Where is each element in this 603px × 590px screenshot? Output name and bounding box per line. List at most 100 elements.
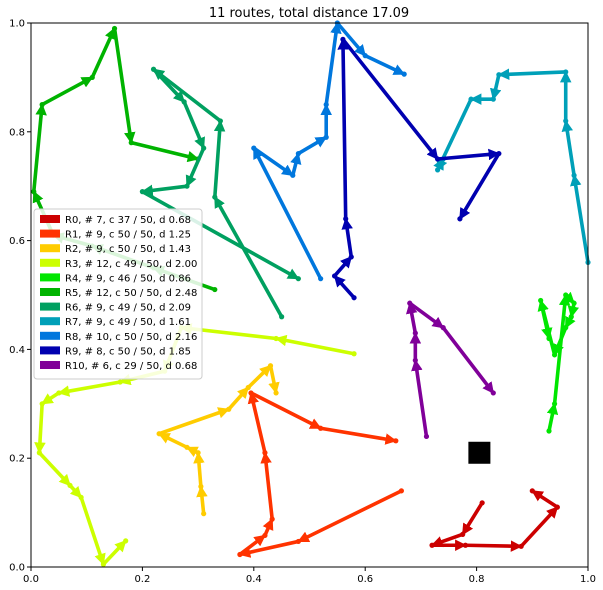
route-3-segment	[40, 391, 61, 406]
route-7	[433, 68, 591, 453]
route-2-segment	[157, 431, 189, 450]
route-8	[251, 20, 407, 282]
x-tick-label: 0.2	[134, 574, 150, 585]
route-10-stop	[490, 390, 496, 396]
route-10-stop	[440, 325, 446, 331]
route-2-segment	[196, 484, 208, 516]
y-axis: 0.0 0.2 0.4 0.6 0.8 1.0	[9, 19, 31, 574]
route-5-segment	[90, 26, 117, 80]
route-2-stop	[156, 431, 162, 437]
route-4-stop	[551, 352, 558, 358]
legend-label: R1, # 9, c 50 / 50, d 1.25	[65, 230, 191, 241]
route-7-segment	[443, 159, 479, 453]
route-3-stop	[39, 401, 45, 407]
route-2-stop	[267, 363, 274, 369]
legend: R0, # 7, c 37 / 50, d 0.68 R1, # 9, c 50 …	[33, 208, 203, 380]
route-2-segment	[193, 450, 205, 489]
legend-label: R4, # 9, c 46 / 50, d 0.86	[65, 273, 191, 284]
route-6-segment	[185, 146, 206, 188]
legend-swatch	[40, 273, 60, 282]
chart-title: 11 routes, total distance 17.09	[209, 6, 409, 21]
route-7-segment	[479, 262, 588, 452]
route-8-stop	[323, 102, 329, 108]
route-10-segment	[411, 358, 429, 439]
route-5-segment	[198, 159, 479, 453]
legend-label: R7, # 9, c 49 / 50, d 1.61	[65, 317, 191, 328]
x-tick-label: 0.8	[469, 574, 485, 585]
route-8-segment	[296, 135, 329, 156]
route-6-segment	[151, 67, 223, 123]
legend-label: R10, # 6, c 29 / 50, d 0.68	[65, 361, 197, 372]
route-2-stop	[198, 483, 204, 490]
route-2-stop	[195, 450, 201, 456]
route-9-stop	[343, 216, 349, 222]
route-1-segment	[401, 453, 479, 491]
route-2-segment	[226, 385, 251, 412]
route-8-segment	[324, 21, 342, 107]
route-0-stop	[554, 504, 560, 510]
route-0-segment	[463, 540, 523, 552]
route-8-stop	[318, 276, 324, 282]
route-1-segment	[238, 539, 301, 558]
y-tick-label: 0.6	[9, 236, 25, 247]
route-4-stop	[538, 297, 544, 304]
route-10-stop	[412, 357, 418, 363]
x-axis: 0.0 0.2 0.4 0.6 0.8 1.0	[23, 567, 596, 585]
route-9-stop	[351, 295, 357, 301]
route-2-stop	[226, 406, 232, 412]
route-3-segment	[79, 495, 106, 567]
route-6-stop	[295, 276, 301, 282]
route-9-stop	[340, 36, 346, 42]
depot-marker	[468, 441, 491, 464]
route-0-segment	[460, 501, 484, 537]
route-8-stop	[290, 172, 296, 178]
route-1-stop	[393, 438, 399, 444]
route-1-segment	[296, 489, 404, 544]
route-10-segment	[405, 301, 418, 335]
route-6-segment	[182, 100, 206, 150]
route-8-segment	[252, 146, 323, 281]
route-7-segment	[489, 72, 502, 101]
route-4-stop	[563, 292, 569, 298]
route-4-stop	[551, 401, 558, 407]
route-1-stop	[318, 425, 324, 431]
route-9-segment	[332, 255, 354, 278]
route-3-stop	[351, 351, 357, 357]
legend-swatch	[40, 244, 60, 253]
legend-swatch	[40, 317, 60, 326]
route-2-segment	[268, 363, 280, 395]
legend-swatch	[40, 361, 60, 369]
route-4-stop	[571, 300, 577, 306]
route-1-stop	[237, 551, 243, 558]
x-tick-label: 0.6	[357, 574, 373, 585]
route-6-segment	[298, 279, 479, 453]
route-8-segment	[335, 21, 368, 58]
route-9-segment	[458, 151, 501, 221]
route-2-stop	[245, 384, 251, 391]
route-8-segment	[363, 53, 406, 76]
route-4-stop	[546, 335, 552, 342]
route-9-segment	[460, 219, 479, 453]
route-0-stop	[429, 542, 435, 548]
route-6-stop	[279, 314, 285, 320]
route-2-stop	[201, 511, 207, 517]
route-5-stop	[212, 286, 218, 293]
route-1-segment	[396, 441, 480, 453]
route-9-segment	[435, 148, 501, 161]
route-9-stop	[435, 156, 441, 162]
route-10-segment	[407, 301, 445, 330]
route-4-stop	[568, 314, 574, 320]
plot-frame	[30, 22, 589, 568]
y-tick-label: 0.2	[9, 454, 25, 465]
legend-swatch	[40, 346, 60, 355]
route-3-stop	[117, 379, 123, 385]
route-3-stop	[123, 538, 129, 544]
route-7-stop	[563, 118, 569, 124]
route-6-segment	[213, 119, 226, 199]
route-3-segment	[68, 483, 83, 500]
route-6-stop	[212, 194, 218, 200]
legend-label: R5, # 12, c 50 / 50, d 2.48	[65, 288, 197, 299]
route-5-segment	[215, 290, 480, 453]
depot-layer	[468, 441, 491, 464]
route-0-stop	[518, 543, 524, 549]
